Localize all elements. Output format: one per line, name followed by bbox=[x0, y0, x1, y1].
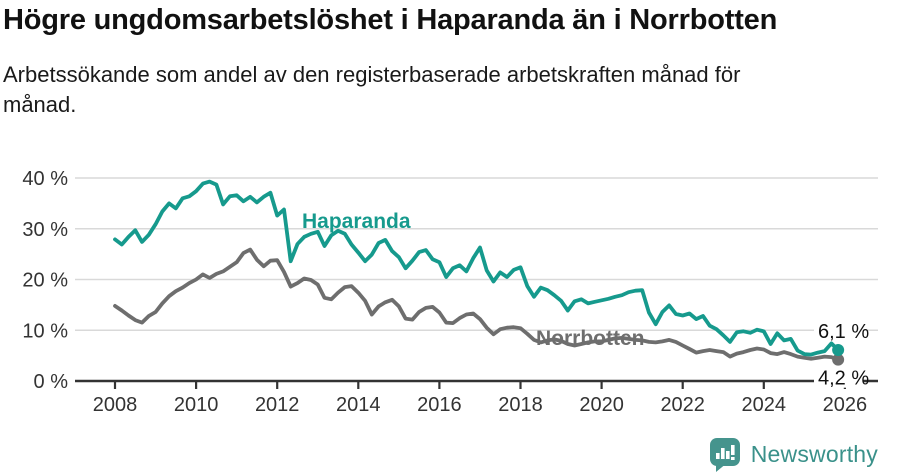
y-tick-label: 20 % bbox=[22, 270, 68, 292]
newsworthy-logo-icon bbox=[709, 438, 740, 472]
y-tick-label: 30 % bbox=[22, 219, 68, 241]
series-label-norrbotten: Norrbotten bbox=[536, 327, 645, 350]
x-tick-label: 2018 bbox=[498, 394, 543, 416]
x-tick-label: 2014 bbox=[336, 394, 381, 416]
end-value-label: 4,2 % bbox=[818, 368, 869, 390]
chart-subtitle: Arbetssökande som andel av den registerb… bbox=[3, 62, 741, 117]
x-tick-label: 2026 bbox=[823, 394, 868, 416]
end-dot-haparanda bbox=[832, 344, 845, 357]
newsworthy-branding: Newsworthy bbox=[709, 437, 878, 472]
page-title: Högre ungdomsarbetslöshet i Haparanda än… bbox=[3, 4, 778, 36]
x-tick-label: 2020 bbox=[579, 394, 624, 416]
x-tick-label: 2024 bbox=[742, 394, 787, 416]
x-tick-label: 2012 bbox=[255, 394, 300, 416]
x-tick-label: 2008 bbox=[93, 394, 138, 416]
y-tick-label: 10 % bbox=[22, 320, 68, 342]
end-label-bg bbox=[814, 321, 863, 342]
x-tick-label: 2010 bbox=[174, 394, 219, 416]
end-label-bg bbox=[814, 367, 863, 388]
x-tick-label: 2016 bbox=[417, 394, 462, 416]
end-value-label: 6,1 % bbox=[818, 321, 869, 343]
y-tick-label: 40 % bbox=[22, 168, 68, 190]
y-tick-label: 0 % bbox=[34, 371, 69, 393]
x-tick-label: 2022 bbox=[660, 394, 705, 416]
series-line-haparanda bbox=[113, 179, 840, 357]
series-line-norrbotten bbox=[113, 247, 840, 362]
brand-name: Newsworthy bbox=[750, 441, 878, 467]
end-dot-norrbotten bbox=[832, 353, 845, 366]
series-label-haparanda: Haparanda bbox=[302, 210, 411, 233]
